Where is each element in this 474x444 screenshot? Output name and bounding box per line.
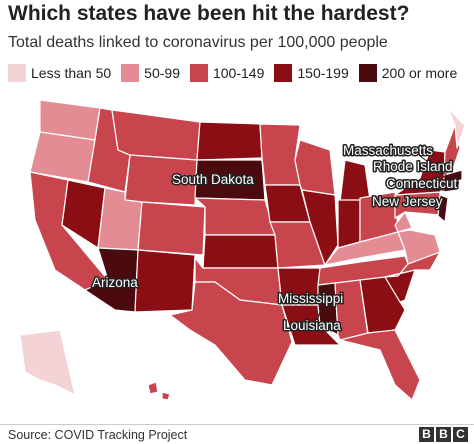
- state: [259, 123, 301, 186]
- state: [137, 201, 206, 256]
- state: [161, 391, 171, 401]
- legend-swatch: [358, 64, 377, 82]
- state-label: Connecticut: [386, 176, 458, 191]
- state: [294, 139, 336, 196]
- state: [202, 234, 279, 269]
- legend-label: Less than 50: [31, 65, 112, 81]
- state: [269, 221, 326, 269]
- state-label: South Dakota: [172, 172, 254, 187]
- legend-label: 200 or more: [381, 65, 458, 81]
- legend-item: 50-99: [121, 64, 180, 82]
- state-label: Mississippi: [278, 291, 343, 306]
- state: [447, 107, 466, 149]
- legend-label: 50-99: [144, 65, 180, 81]
- state: [443, 169, 463, 184]
- leader-line: [419, 155, 451, 179]
- legend-label: 150-199: [297, 65, 349, 81]
- state: [196, 121, 263, 161]
- source: Source: COVID Tracking Project: [8, 428, 188, 442]
- legend-item: 100-149: [189, 64, 265, 82]
- legend-swatch: [274, 64, 293, 82]
- subtitle: Total deaths linked to coronavirus per 1…: [8, 34, 388, 51]
- legend: Less than 50 50-99 100-149 150-199 200 or mo…: [8, 64, 457, 82]
- logo-letter: B: [436, 427, 451, 442]
- legend-swatch: [121, 64, 140, 82]
- logo-letter: C: [453, 427, 468, 442]
- state: [437, 194, 449, 223]
- state: [443, 180, 461, 193]
- leader-lines: [317, 155, 453, 319]
- state: [111, 109, 201, 161]
- legend-item: 200 or more: [358, 64, 458, 82]
- state: [339, 159, 371, 203]
- state: [124, 154, 198, 206]
- state-label: Louisiana: [283, 318, 341, 333]
- state-label: Massachusetts: [343, 143, 433, 158]
- state: [339, 329, 421, 401]
- state: [301, 189, 339, 266]
- us-map: South Dakota Arizona Mississippi Louisia…: [19, 99, 466, 401]
- leader-line: [429, 199, 444, 208]
- state: [359, 276, 406, 334]
- state: [169, 281, 293, 386]
- state-label: New Jersey: [372, 194, 443, 209]
- legend-item: 150-199: [274, 64, 349, 82]
- legend-swatch: [189, 64, 208, 82]
- state-label: Rhode Island: [373, 159, 453, 174]
- legend-item: Less than 50: [8, 64, 111, 82]
- state: [317, 282, 339, 336]
- state: [19, 329, 76, 396]
- leader-line: [439, 171, 453, 187]
- state: [147, 381, 159, 395]
- state: [337, 199, 361, 249]
- legend-label: 100-149: [212, 65, 265, 81]
- state: [194, 197, 276, 236]
- title: Which states have been hit the hardest?: [8, 2, 410, 25]
- leader-line: [317, 304, 323, 319]
- state: [394, 211, 413, 233]
- state-label: Arizona: [92, 275, 138, 290]
- state: [134, 249, 196, 313]
- logo-letter: B: [419, 427, 434, 442]
- state: [281, 304, 341, 346]
- legend-swatch: [8, 64, 26, 82]
